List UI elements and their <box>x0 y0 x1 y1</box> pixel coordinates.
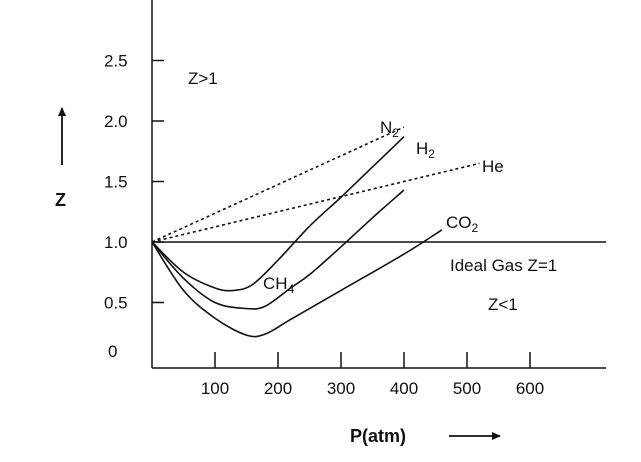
region-label-z-less: Z<1 <box>488 295 518 314</box>
x-ticks: 100 200 300 400 500 600 <box>201 352 544 398</box>
x-tick-label: 300 <box>327 379 355 398</box>
series-line-he <box>151 162 480 243</box>
y-tick-label: 2.5 <box>104 52 128 71</box>
series-label-n2: N2 <box>380 118 399 140</box>
series-label-h2: H2 <box>416 139 435 161</box>
series-line-h2 <box>151 136 405 292</box>
series-line-ch4 <box>151 189 405 310</box>
ideal-gas-label: Ideal Gas Z=1 <box>450 256 557 275</box>
y-tick-label: 2.0 <box>104 112 128 131</box>
series-label-co2: CO2 <box>446 213 479 235</box>
y-tick-label: 0 <box>108 342 117 361</box>
y-tick-label: 1.0 <box>104 233 128 252</box>
x-tick-label: 500 <box>453 379 481 398</box>
y-ticks: 0 0.5 1.0 1.5 2.0 2.5 <box>104 52 164 361</box>
region-label-z-greater: Z>1 <box>188 69 218 88</box>
x-tick-label: 400 <box>390 379 418 398</box>
y-axis-title: Z <box>55 190 66 210</box>
x-tick-label: 200 <box>264 379 292 398</box>
y-tick-label: 0.5 <box>104 294 128 313</box>
series-layer <box>151 126 480 338</box>
y-tick-label: 1.5 <box>104 173 128 192</box>
series-label-he: He <box>482 157 504 176</box>
x-tick-label: 100 <box>201 379 229 398</box>
series-line-co2 <box>151 229 443 338</box>
x-tick-label: 600 <box>516 379 544 398</box>
series-label-ch4: CH4 <box>263 274 295 296</box>
series-line-n2 <box>151 126 405 243</box>
x-axis-title: P(atm) <box>350 426 406 446</box>
